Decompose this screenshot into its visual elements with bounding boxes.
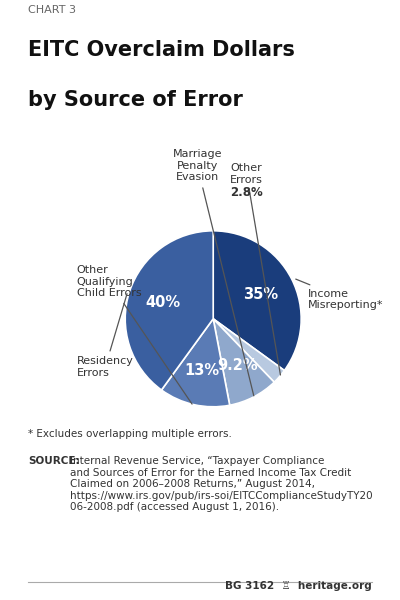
- Text: EITC Overclaim Dollars: EITC Overclaim Dollars: [28, 40, 295, 59]
- Text: Other
Errors: Other Errors: [230, 163, 280, 375]
- Text: Marriage
Penalty
Evasion: Marriage Penalty Evasion: [173, 149, 254, 396]
- Text: Internal Revenue Service, “Taxpayer Compliance
and Sources of Error for the Earn: Internal Revenue Service, “Taxpayer Comp…: [70, 456, 373, 512]
- Text: 2.8%: 2.8%: [230, 186, 263, 199]
- Text: BG 3162  ♖  heritage.org: BG 3162 ♖ heritage.org: [225, 581, 372, 591]
- Text: Residency
Errors: Residency Errors: [77, 294, 134, 378]
- Text: * Excludes overlapping multiple errors.: * Excludes overlapping multiple errors.: [28, 429, 232, 439]
- Wedge shape: [162, 319, 230, 407]
- Text: SOURCE:: SOURCE:: [28, 456, 80, 466]
- Text: CHART 3: CHART 3: [28, 5, 76, 16]
- Text: Income
Misreporting*: Income Misreporting*: [296, 279, 384, 310]
- Wedge shape: [213, 231, 301, 371]
- Wedge shape: [213, 319, 274, 405]
- Text: Other
Qualifying
Child Errors: Other Qualifying Child Errors: [77, 265, 192, 404]
- Text: 35%: 35%: [243, 287, 278, 302]
- Text: 40%: 40%: [146, 295, 180, 310]
- Text: 13%: 13%: [184, 363, 219, 378]
- Text: by Source of Error: by Source of Error: [28, 90, 243, 110]
- Wedge shape: [125, 231, 213, 390]
- Wedge shape: [213, 319, 284, 382]
- Text: 9.2%: 9.2%: [217, 358, 258, 373]
